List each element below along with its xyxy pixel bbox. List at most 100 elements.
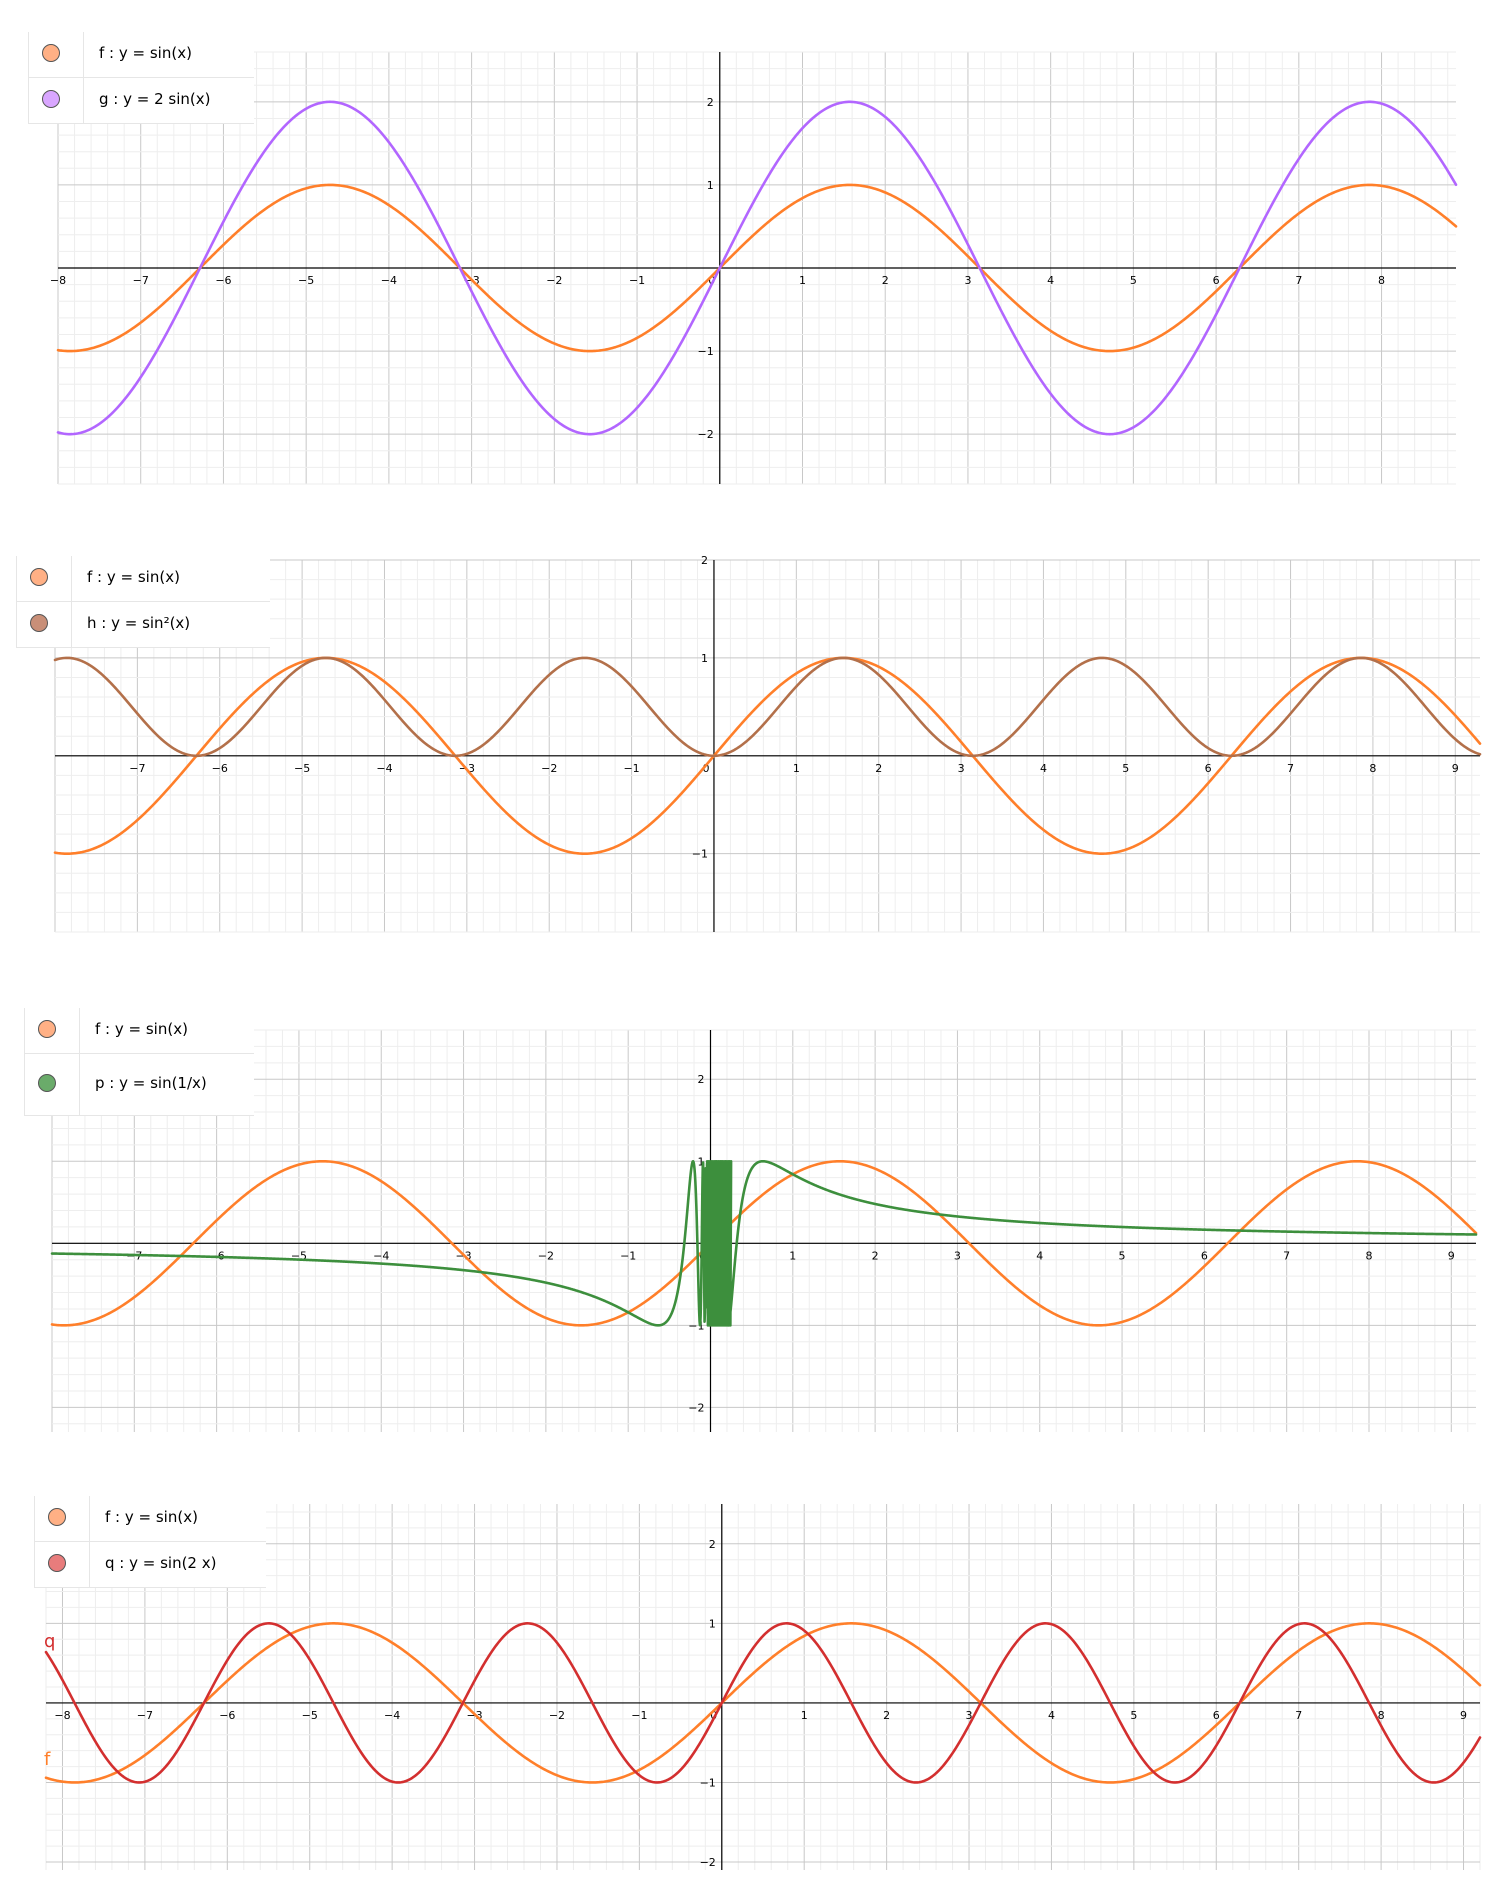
legend-chart-2: f : y = sin(x) h : y = sin²(x) (16, 556, 270, 648)
x-tick-label: −6 (219, 1709, 235, 1722)
x-tick-label: 6 (1205, 762, 1212, 775)
legend-expression: f : y = sin(x) (95, 1020, 188, 1038)
x-tick-label: 3 (966, 1709, 973, 1722)
x-tick-label: −5 (298, 274, 314, 287)
curve-label-f: f (44, 1749, 51, 1770)
legend-expression: f : y = sin(x) (99, 44, 192, 62)
x-tick-label: −8 (54, 1709, 70, 1722)
legend-item-f[interactable]: f : y = sin(x) (28, 32, 254, 78)
legend-item-q[interactable]: q : y = sin(2 x) (34, 1542, 266, 1588)
visibility-toggle-icon[interactable] (48, 1554, 66, 1572)
x-tick-label: 7 (1287, 762, 1294, 775)
legend-chart-4: f : y = sin(x) q : y = sin(2 x) (34, 1496, 266, 1588)
x-tick-label: −4 (373, 1249, 389, 1262)
y-tick-label: 1 (701, 652, 708, 665)
y-tick-label: 2 (697, 1073, 704, 1086)
y-tick-label: −1 (700, 1776, 716, 1789)
x-tick-label: 0 (710, 1709, 717, 1722)
x-tick-label: −7 (137, 1709, 153, 1722)
x-tick-label: 9 (1452, 762, 1459, 775)
x-tick-label: 7 (1295, 274, 1302, 287)
x-tick-label: 2 (883, 1709, 890, 1722)
x-tick-label: −1 (629, 274, 645, 287)
legend-chart-1: f : y = sin(x) g : y = 2 sin(x) (28, 32, 254, 124)
x-tick-label: 8 (1365, 1249, 1372, 1262)
x-tick-label: −4 (376, 762, 392, 775)
y-tick-label: −1 (692, 848, 708, 861)
x-tick-label: 8 (1378, 274, 1385, 287)
x-tick-label: 6 (1213, 1709, 1220, 1722)
x-tick-label: 3 (958, 762, 965, 775)
y-tick-label: 1 (697, 1155, 704, 1168)
y-tick-label: −2 (700, 1856, 716, 1869)
legend-item-f[interactable]: f : y = sin(x) (34, 1496, 266, 1542)
x-tick-label: 4 (1048, 1709, 1055, 1722)
legend-expression: g : y = 2 sin(x) (99, 90, 211, 108)
x-tick-label: −2 (541, 762, 557, 775)
curve-f[interactable] (53, 656, 1482, 855)
x-tick-label: 0 (708, 274, 715, 287)
x-tick-label: 8 (1369, 762, 1376, 775)
legend-item-p[interactable]: p : y = sin(1/x) (24, 1054, 254, 1116)
x-tick-label: 9 (1460, 1709, 1467, 1722)
visibility-toggle-icon[interactable] (38, 1074, 56, 1092)
visibility-toggle-icon[interactable] (30, 614, 48, 632)
y-tick-label: −1 (688, 1319, 704, 1332)
curve-label-q: q (44, 1631, 55, 1652)
x-tick-label: 7 (1295, 1709, 1302, 1722)
x-tick-label: 2 (872, 1249, 879, 1262)
y-tick-label: 2 (709, 1538, 716, 1551)
curve-h[interactable] (53, 656, 1482, 758)
x-tick-label: −2 (538, 1249, 554, 1262)
y-tick-label: 1 (709, 1617, 716, 1630)
x-tick-label: −7 (133, 274, 149, 287)
x-tick-label: −2 (549, 1709, 565, 1722)
x-tick-label: 8 (1378, 1709, 1385, 1722)
x-tick-label: −4 (384, 1709, 400, 1722)
x-tick-label: 1 (799, 274, 806, 287)
legend-item-h[interactable]: h : y = sin²(x) (16, 602, 270, 648)
x-tick-label: 5 (1119, 1249, 1126, 1262)
legend-item-g[interactable]: g : y = 2 sin(x) (28, 78, 254, 124)
visibility-toggle-icon[interactable] (48, 1508, 66, 1526)
legend-item-f[interactable]: f : y = sin(x) (24, 1008, 254, 1054)
x-tick-label: 9 (1448, 1249, 1455, 1262)
x-tick-label: −7 (129, 762, 145, 775)
legend-expression: p : y = sin(1/x) (95, 1074, 207, 1092)
y-tick-label: 1 (707, 179, 714, 192)
chart-f-p[interactable]: −7 −6 −5 −4 −3 −2 −1 0 1 2 3 4 5 6 7 8 921−1−2 (0, 1008, 1508, 1438)
visibility-toggle-icon[interactable] (30, 568, 48, 586)
visibility-toggle-icon[interactable] (42, 44, 60, 62)
legend-expression: q : y = sin(2 x) (105, 1554, 217, 1572)
x-tick-label: 6 (1201, 1249, 1208, 1262)
y-tick-label: 2 (701, 556, 708, 567)
x-tick-label: −1 (623, 762, 639, 775)
curve-p[interactable] (50, 1159, 1478, 1327)
legend-chart-3: f : y = sin(x) p : y = sin(1/x) (24, 1008, 254, 1116)
x-tick-label: 2 (882, 274, 889, 287)
x-tick-label: 4 (1047, 274, 1054, 287)
legend-item-f[interactable]: f : y = sin(x) (16, 556, 270, 602)
x-tick-label: 5 (1130, 1709, 1137, 1722)
x-tick-label: 4 (1036, 1249, 1043, 1262)
curve-f[interactable] (56, 183, 1458, 353)
x-tick-label: 6 (1213, 274, 1220, 287)
visibility-toggle-icon[interactable] (38, 1020, 56, 1038)
x-tick-label: 0 (702, 762, 709, 775)
x-tick-label: 5 (1122, 762, 1129, 775)
chart-f-g[interactable]: −8 −7 −6 −5 −4 −3 −2 −1 0 1 2 3 4 5 6 7 821−1−2 (0, 0, 1508, 490)
x-tick-label: 4 (1040, 762, 1047, 775)
x-tick-label: −4 (381, 274, 397, 287)
x-tick-label: 1 (801, 1709, 808, 1722)
x-tick-label: −6 (215, 274, 231, 287)
curve-g[interactable] (56, 100, 1458, 436)
x-tick-label: −5 (302, 1709, 318, 1722)
visibility-toggle-icon[interactable] (42, 90, 60, 108)
x-tick-label: 5 (1130, 274, 1137, 287)
curve-f[interactable] (50, 1159, 1478, 1327)
curve-q[interactable] (44, 1622, 1482, 1784)
legend-expression: f : y = sin(x) (87, 568, 180, 586)
x-tick-label: 1 (793, 762, 800, 775)
x-tick-label: 3 (964, 274, 971, 287)
y-tick-label: 2 (707, 96, 714, 109)
